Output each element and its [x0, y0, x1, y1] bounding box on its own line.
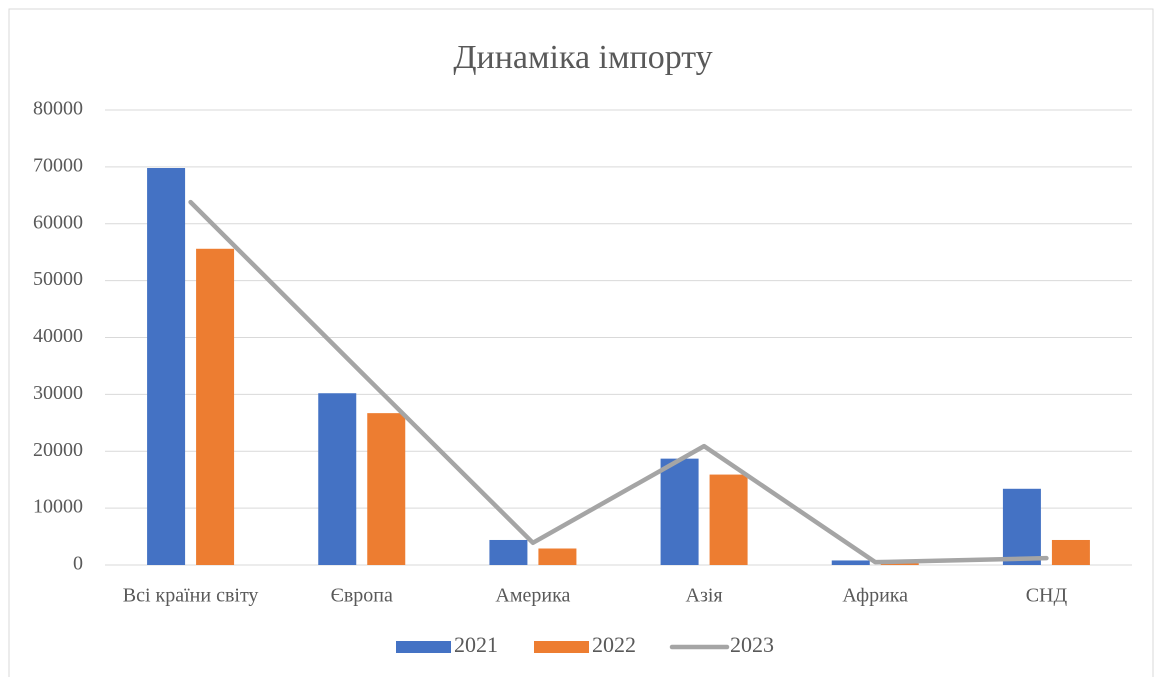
- x-tick-label: Всі країни світу: [123, 585, 259, 607]
- chart-title: Динаміка імпорту: [453, 39, 712, 76]
- y-tick-label: 0: [73, 553, 83, 575]
- x-tick-label: Африка: [842, 585, 908, 607]
- y-tick-label: 50000: [33, 268, 83, 290]
- bar: [489, 539, 528, 565]
- x-tick-label: Азія: [686, 585, 723, 607]
- legend-label: 2021: [454, 632, 498, 657]
- bar: [1051, 539, 1090, 565]
- legend-swatch: [396, 641, 451, 653]
- x-tick-label: СНД: [1026, 585, 1068, 607]
- y-tick-label: 80000: [33, 98, 83, 120]
- bar: [147, 168, 186, 565]
- bar: [660, 458, 699, 565]
- bar: [538, 548, 577, 565]
- y-tick-label: 70000: [33, 154, 83, 176]
- bar: [196, 248, 235, 565]
- y-tick-label: 30000: [33, 382, 83, 404]
- y-tick-label: 20000: [33, 439, 83, 461]
- bar: [1002, 488, 1041, 565]
- x-tick-label: Європа: [331, 585, 393, 607]
- bar: [831, 560, 870, 565]
- legend-swatch: [534, 641, 589, 653]
- line: [188, 199, 1049, 565]
- bar: [318, 393, 357, 565]
- y-tick-label: 40000: [33, 325, 83, 347]
- bar: [367, 413, 406, 565]
- legend-label: 2022: [592, 632, 636, 657]
- bar: [709, 474, 748, 565]
- y-tick-label: 10000: [33, 496, 83, 518]
- bar: [880, 563, 919, 565]
- x-tick-label: Америка: [495, 585, 570, 607]
- legend-label: 2023: [730, 632, 774, 657]
- y-tick-label: 60000: [33, 211, 83, 233]
